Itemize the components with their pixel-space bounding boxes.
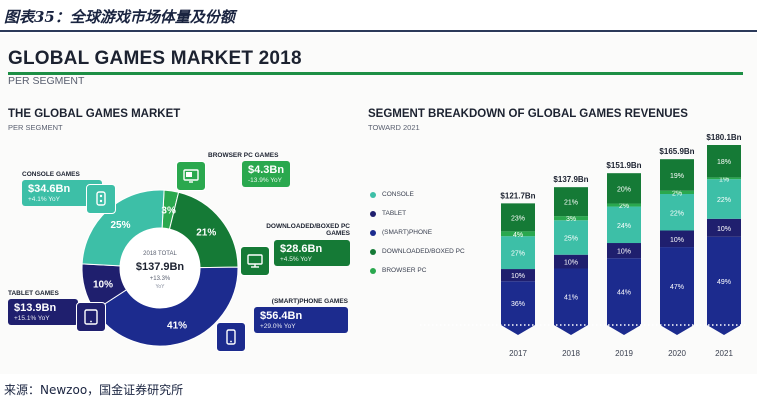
legend-label: DOWNLOADED/BOXED PC: [382, 248, 465, 255]
legend-swatch-browser: [370, 267, 376, 274]
caption-divider: [0, 30, 757, 32]
callout-browser: BROWSER PC GAMES $4.3Bn -13.9% YoY: [208, 152, 290, 188]
callout-browser-box: $4.3Bn -13.9% YoY: [242, 161, 290, 188]
legend-label: (SMART)PHONE: [382, 229, 433, 236]
callout-smartphone: (SMART)PHONE GAMES $56.4Bn +29.0% YoY: [250, 298, 348, 334]
bar-legend: CONSOLE TABLET (SMART)PHONE DOWNLOADED/B…: [370, 185, 465, 280]
callout-browser-label: BROWSER PC GAMES: [208, 152, 279, 159]
monitor-icon: [176, 161, 206, 191]
callout-browser-growth: -13.9% YoY: [248, 177, 282, 185]
legend-item-browser: BROWSER PC: [370, 261, 465, 280]
callout-downloaded: DOWNLOADED/BOXED PC GAMES $28.6Bn +4.5% …: [258, 223, 350, 266]
callout-smartphone-value: $56.4Bn: [260, 310, 303, 323]
callout-smartphone-growth: +29.0% YoY: [260, 323, 296, 331]
callout-tablet-value: $13.9Bn: [14, 302, 57, 315]
legend-label: TABLET: [382, 210, 407, 217]
legend-item-console: CONSOLE: [370, 185, 465, 204]
callout-tablet-label: TABLET GAMES: [8, 290, 59, 297]
legend-item-tablet: TABLET: [370, 204, 465, 223]
callout-tablet-growth: +15.1% YoY: [14, 315, 50, 323]
desktop-icon: [240, 246, 270, 276]
main-subtitle: PER SEGMENT: [8, 75, 85, 87]
bar-title: SEGMENT BREAKDOWN OF GLOBAL GAMES REVENU…: [368, 108, 688, 120]
title-rule: [8, 72, 743, 75]
legend-label: CONSOLE: [382, 191, 414, 198]
callout-smartphone-box: $56.4Bn +29.0% YoY: [254, 307, 348, 334]
callout-console-label: CONSOLE GAMES: [22, 171, 80, 178]
tablet-icon: [76, 302, 106, 332]
bar-subtitle: TOWARD 2021: [368, 123, 420, 132]
callout-tablet-box: $13.9Bn +15.1% YoY: [8, 299, 78, 326]
legend-label: BROWSER PC: [382, 267, 427, 274]
callout-browser-value: $4.3Bn: [248, 164, 285, 177]
legend-swatch-smartphone: [370, 229, 376, 236]
main-title: GLOBAL GAMES MARKET 2018: [8, 48, 302, 69]
callout-console-growth: +4.1% YoY: [28, 196, 60, 204]
callout-smartphone-label: (SMART)PHONE GAMES: [271, 298, 348, 305]
callout-downloaded-value: $28.6Bn: [280, 242, 323, 255]
source-note: 来源：Newzoo，国金证券研究所: [4, 383, 184, 397]
legend-item-smartphone: (SMART)PHONE: [370, 223, 465, 242]
legend-item-downloaded: DOWNLOADED/BOXED PC: [370, 242, 465, 261]
callout-console-value: $34.6Bn: [28, 183, 71, 196]
legend-swatch-console: [370, 191, 376, 198]
donut-title: THE GLOBAL GAMES MARKET: [8, 108, 181, 120]
figure-caption: 图表35：全球游戏市场体量及份额: [4, 8, 235, 26]
callout-downloaded-label: DOWNLOADED/BOXED PC GAMES: [266, 223, 350, 238]
smartphone-icon: [216, 322, 246, 352]
gamepad-icon: [86, 184, 116, 214]
legend-swatch-tablet: [370, 210, 376, 217]
callout-downloaded-box: $28.6Bn +4.5% YoY: [274, 239, 350, 266]
legend-swatch-downloaded: [370, 248, 376, 255]
donut-subtitle: PER SEGMENT: [8, 123, 63, 132]
callout-tablet: TABLET GAMES $13.9Bn +15.1% YoY: [8, 290, 78, 326]
callout-downloaded-growth: +4.5% YoY: [280, 255, 312, 263]
